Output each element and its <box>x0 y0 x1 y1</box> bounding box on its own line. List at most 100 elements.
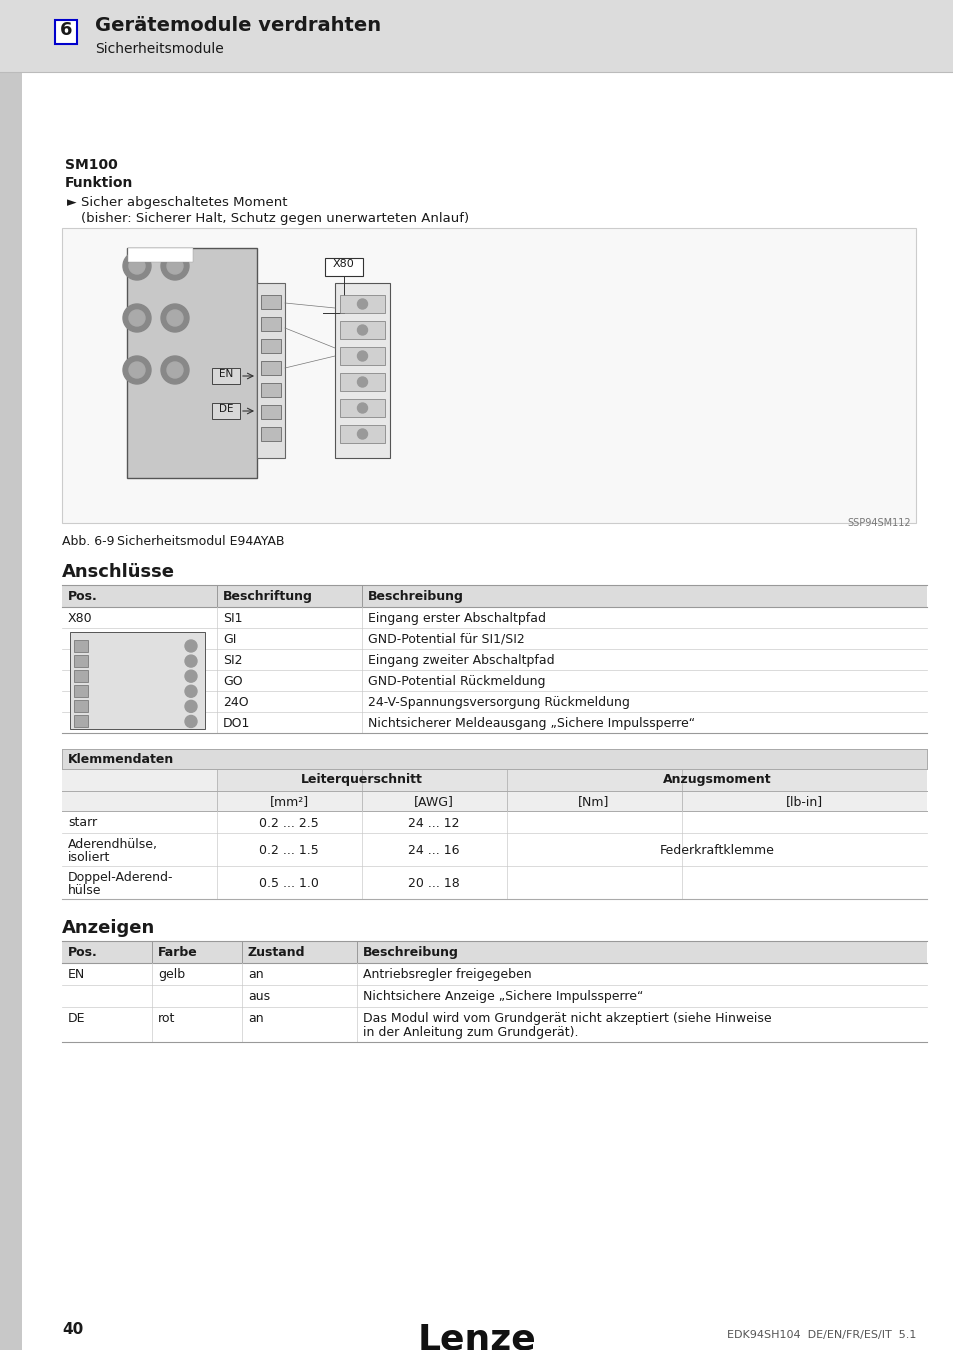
Bar <box>62 585 926 608</box>
Circle shape <box>185 701 196 713</box>
Text: [Nm]: [Nm] <box>578 795 609 809</box>
Circle shape <box>123 252 151 279</box>
Text: 24 ... 16: 24 ... 16 <box>408 844 459 857</box>
Text: Zustand: Zustand <box>248 946 305 958</box>
Text: Anschlüsse: Anschlüsse <box>62 563 174 580</box>
Text: ►: ► <box>67 196 76 209</box>
Text: Sicherheitsmodule: Sicherheitsmodule <box>95 42 224 55</box>
Bar <box>0 0 22 1350</box>
Text: Das Modul wird vom Grundgerät nicht akzeptiert (siehe Hinweise: Das Modul wird vom Grundgerät nicht akze… <box>363 1012 771 1025</box>
Text: isoliert: isoliert <box>68 850 111 864</box>
Circle shape <box>167 362 183 378</box>
Text: 20 ... 18: 20 ... 18 <box>408 878 459 890</box>
Bar <box>62 711 926 733</box>
Bar <box>74 655 88 667</box>
Text: [AWG]: [AWG] <box>414 795 454 809</box>
Bar <box>212 404 240 418</box>
Bar <box>212 369 240 383</box>
Text: GI: GI <box>223 633 236 647</box>
Text: an: an <box>248 968 263 981</box>
Circle shape <box>123 356 151 383</box>
Bar <box>74 640 88 652</box>
Text: Sicher abgeschaltetes Moment: Sicher abgeschaltetes Moment <box>81 196 287 209</box>
Circle shape <box>185 640 196 652</box>
Bar <box>0 72 22 153</box>
Text: [mm²]: [mm²] <box>269 795 308 809</box>
Text: Aderendhülse,: Aderendhülse, <box>68 838 158 850</box>
Bar <box>62 1007 926 1042</box>
Bar <box>256 284 285 458</box>
Text: 0.2 ... 2.5: 0.2 ... 2.5 <box>259 817 318 830</box>
Text: (bisher: Sicherer Halt, Schutz gegen unerwarteten Anlauf): (bisher: Sicherer Halt, Schutz gegen une… <box>81 212 469 225</box>
Circle shape <box>357 404 367 413</box>
Text: 6: 6 <box>60 22 72 39</box>
Bar <box>339 425 385 443</box>
Text: GND-Potential Rückmeldung: GND-Potential Rückmeldung <box>368 675 545 688</box>
Text: Federkraftklemme: Federkraftklemme <box>659 844 774 857</box>
Bar <box>325 258 363 275</box>
Text: 40: 40 <box>62 1322 83 1336</box>
Circle shape <box>161 252 189 279</box>
Bar <box>339 347 385 364</box>
Text: Funktion: Funktion <box>65 176 133 190</box>
Text: Klemmendaten: Klemmendaten <box>68 753 174 765</box>
Bar <box>216 769 506 791</box>
Bar <box>62 941 926 963</box>
Text: Leiterquerschnitt: Leiterquerschnitt <box>301 774 422 786</box>
Text: Beschreibung: Beschreibung <box>368 590 463 603</box>
Text: DE: DE <box>218 404 233 414</box>
Bar <box>261 296 281 309</box>
Bar <box>261 317 281 331</box>
Text: EDK94SH104  DE/EN/FR/ES/IT  5.1: EDK94SH104 DE/EN/FR/ES/IT 5.1 <box>726 1330 915 1341</box>
Bar <box>339 373 385 391</box>
Circle shape <box>185 670 196 682</box>
Text: Beschriftung: Beschriftung <box>223 590 313 603</box>
Bar <box>62 769 926 791</box>
Bar <box>62 608 926 628</box>
Text: DE: DE <box>68 1012 86 1025</box>
Circle shape <box>357 325 367 335</box>
Bar <box>339 321 385 339</box>
Bar <box>261 360 281 375</box>
Bar <box>62 691 926 711</box>
Bar <box>261 383 281 397</box>
Bar <box>74 701 88 713</box>
Circle shape <box>357 351 367 360</box>
Text: rot: rot <box>158 1012 175 1025</box>
Bar <box>339 400 385 417</box>
Text: Nichtsicherer Meldeausgang „Sichere Impulssperre“: Nichtsicherer Meldeausgang „Sichere Impu… <box>368 717 695 730</box>
Text: hülse: hülse <box>68 884 101 896</box>
Circle shape <box>357 377 367 387</box>
Bar <box>74 670 88 682</box>
Bar <box>62 833 926 865</box>
Bar <box>62 811 926 833</box>
Text: DO1: DO1 <box>223 717 250 730</box>
Bar <box>62 228 915 522</box>
Bar <box>62 963 926 986</box>
Text: [lb-in]: [lb-in] <box>784 795 821 809</box>
Circle shape <box>167 258 183 274</box>
Bar <box>62 865 926 899</box>
Text: gelb: gelb <box>158 968 185 981</box>
Bar <box>506 769 926 791</box>
Text: Lenze: Lenze <box>417 1322 536 1350</box>
Circle shape <box>123 304 151 332</box>
Circle shape <box>167 310 183 325</box>
Text: Doppel-Aderend-: Doppel-Aderend- <box>68 871 173 884</box>
Bar <box>261 339 281 352</box>
Circle shape <box>129 310 145 325</box>
Bar <box>55 20 77 45</box>
Text: Anzeigen: Anzeigen <box>62 919 155 937</box>
Text: Eingang zweiter Abschaltpfad: Eingang zweiter Abschaltpfad <box>368 653 554 667</box>
Text: Abb. 6-9: Abb. 6-9 <box>62 535 114 548</box>
Bar <box>70 632 205 729</box>
Circle shape <box>161 304 189 332</box>
Bar <box>62 791 926 811</box>
Text: SM100: SM100 <box>65 158 117 171</box>
Text: GO: GO <box>223 675 242 688</box>
Text: Anzugsmoment: Anzugsmoment <box>662 774 771 786</box>
Bar <box>0 0 953 72</box>
Bar <box>74 716 88 728</box>
Text: X80: X80 <box>68 612 92 625</box>
Bar <box>339 296 385 313</box>
